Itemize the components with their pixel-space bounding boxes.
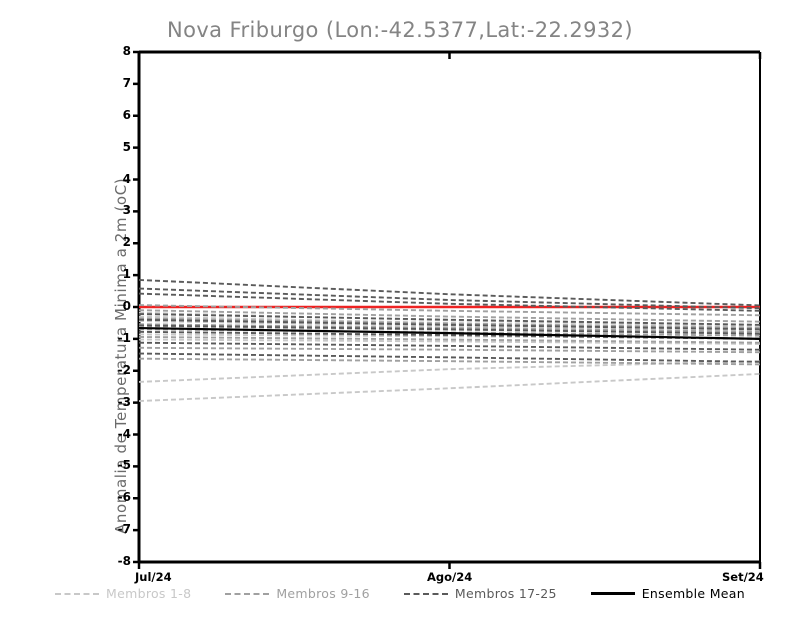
series-line bbox=[138, 311, 761, 328]
series-line bbox=[138, 287, 761, 310]
legend-swatch bbox=[590, 592, 635, 595]
y-axis-tick-label: 4 bbox=[122, 171, 131, 186]
legend-label: Membros 17-25 bbox=[454, 586, 557, 601]
series-line bbox=[138, 278, 761, 307]
series-line bbox=[138, 338, 761, 345]
y-axis-ticks bbox=[133, 50, 762, 569]
x-axis-tick-label: Set/24 bbox=[722, 570, 764, 584]
y-axis-tick-label: -3 bbox=[117, 394, 131, 409]
y-axis-tick-label: -2 bbox=[117, 362, 131, 377]
legend-item[interactable]: Membros 9-16 bbox=[225, 586, 370, 601]
legend-label: Membros 9-16 bbox=[276, 586, 370, 601]
series-line bbox=[138, 326, 761, 340]
series-line bbox=[138, 372, 761, 402]
x-axis-tick-label: Jul/24 bbox=[135, 570, 172, 584]
y-axis-tick-label: -4 bbox=[117, 426, 131, 441]
y-axis-tick-label: 5 bbox=[122, 139, 131, 154]
page-title: Nova Friburgo (Lon:-42.5377,Lat:-22.2932… bbox=[166, 18, 634, 42]
series-lines bbox=[138, 278, 761, 402]
legend-swatch bbox=[55, 592, 100, 595]
series-line bbox=[138, 313, 761, 326]
chart-legend: Membros 1-8 Membros 9-16 Membros 17-25 Ense… bbox=[0, 586, 800, 601]
y-axis-tick-label: 3 bbox=[122, 203, 131, 218]
y-axis-tick-label: 0 bbox=[122, 299, 131, 313]
y-axis-tick-label: -8 bbox=[117, 554, 131, 568]
y-axis-tick-label: 1 bbox=[122, 267, 131, 282]
y-axis-tick-label: 6 bbox=[122, 107, 131, 122]
legend-item[interactable]: Membros 17-25 bbox=[403, 586, 557, 601]
legend-label: Ensemble Mean bbox=[641, 586, 745, 601]
series-line bbox=[138, 346, 761, 354]
y-axis-tick-label: -7 bbox=[117, 522, 131, 537]
series-line bbox=[138, 317, 761, 329]
y-axis-tick-label: 2 bbox=[122, 235, 131, 250]
series-line bbox=[138, 341, 761, 351]
legend-item[interactable]: Ensemble Mean bbox=[590, 586, 745, 601]
y-axis-tick-label: 7 bbox=[122, 75, 131, 90]
series-line bbox=[138, 315, 761, 330]
series-line bbox=[138, 309, 761, 323]
y-axis-tick-label: -1 bbox=[117, 330, 131, 345]
legend-swatch bbox=[403, 592, 448, 595]
legend-swatch bbox=[225, 592, 270, 595]
y-axis-tick-label: 8 bbox=[122, 44, 131, 58]
legend-label: Membros 1-8 bbox=[106, 586, 192, 601]
legend-item[interactable]: Membros 1-8 bbox=[55, 586, 191, 601]
series-line bbox=[138, 352, 761, 363]
x-axis-tick-label: Ago/24 bbox=[427, 570, 473, 584]
series-line bbox=[138, 318, 761, 331]
y-axis-tick-label: -6 bbox=[117, 490, 131, 505]
y-axis-tick-label: -5 bbox=[117, 458, 131, 473]
